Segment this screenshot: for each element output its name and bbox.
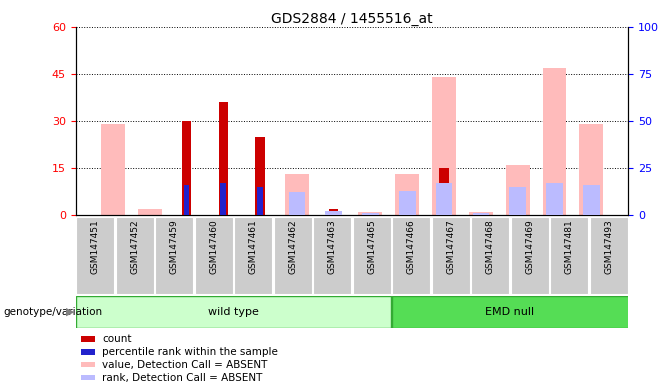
Text: GSM147493: GSM147493 <box>604 219 613 274</box>
Bar <box>182 121 191 215</box>
Bar <box>218 102 228 215</box>
Bar <box>81 362 95 367</box>
Bar <box>440 168 449 215</box>
Text: GSM147459: GSM147459 <box>170 219 179 274</box>
Bar <box>511 217 549 294</box>
Text: wild type: wild type <box>208 307 259 317</box>
Text: GSM147481: GSM147481 <box>565 219 574 274</box>
Bar <box>274 217 312 294</box>
Bar <box>353 217 391 294</box>
Text: GSM147461: GSM147461 <box>249 219 258 274</box>
Bar <box>395 174 419 215</box>
Bar <box>469 212 493 215</box>
Bar <box>81 336 95 341</box>
Bar <box>472 213 489 215</box>
Text: GSM147463: GSM147463 <box>328 219 337 274</box>
Bar <box>543 68 567 215</box>
Bar <box>432 217 470 294</box>
Text: GSM147460: GSM147460 <box>209 219 218 274</box>
Bar <box>255 137 265 215</box>
Text: GSM147467: GSM147467 <box>446 219 455 274</box>
Bar <box>392 217 430 294</box>
Bar <box>257 187 263 215</box>
Bar <box>81 349 95 354</box>
Text: rank, Detection Call = ABSENT: rank, Detection Call = ABSENT <box>102 372 263 382</box>
Bar <box>399 190 416 215</box>
Bar <box>313 217 351 294</box>
Text: EMD null: EMD null <box>486 307 534 317</box>
Bar <box>590 217 628 294</box>
Bar <box>432 77 456 215</box>
Text: value, Detection Call = ABSENT: value, Detection Call = ABSENT <box>102 359 268 369</box>
Bar <box>76 296 391 328</box>
Text: GSM147465: GSM147465 <box>367 219 376 274</box>
Bar <box>583 185 599 215</box>
Bar <box>116 217 154 294</box>
Text: GSM147466: GSM147466 <box>407 219 416 274</box>
Bar <box>329 209 338 215</box>
Text: GSM147469: GSM147469 <box>525 219 534 274</box>
Text: GSM147451: GSM147451 <box>91 219 100 274</box>
Text: genotype/variation: genotype/variation <box>3 307 103 317</box>
Bar <box>325 211 342 215</box>
Title: GDS2884 / 1455516_at: GDS2884 / 1455516_at <box>271 12 433 26</box>
Bar <box>155 217 193 294</box>
Bar <box>76 217 114 294</box>
Bar <box>220 183 226 215</box>
Bar <box>195 217 233 294</box>
Text: GSM147452: GSM147452 <box>130 219 139 274</box>
Text: percentile rank within the sample: percentile rank within the sample <box>102 347 278 357</box>
Bar <box>138 209 161 215</box>
Text: ▶: ▶ <box>66 307 74 317</box>
Bar <box>359 212 382 215</box>
Bar <box>285 174 309 215</box>
Bar <box>101 124 125 215</box>
Text: count: count <box>102 334 132 344</box>
Text: GSM147462: GSM147462 <box>288 219 297 274</box>
Bar <box>436 183 452 215</box>
Bar <box>579 124 603 215</box>
Bar <box>234 217 272 294</box>
Bar <box>392 296 629 328</box>
Text: GSM147468: GSM147468 <box>486 219 495 274</box>
Bar <box>546 183 563 215</box>
Bar <box>509 187 526 215</box>
Bar <box>288 192 305 215</box>
Bar <box>550 217 588 294</box>
Bar <box>471 217 509 294</box>
Bar <box>362 213 379 215</box>
Bar <box>81 375 95 381</box>
Bar <box>184 185 189 215</box>
Bar <box>506 165 530 215</box>
